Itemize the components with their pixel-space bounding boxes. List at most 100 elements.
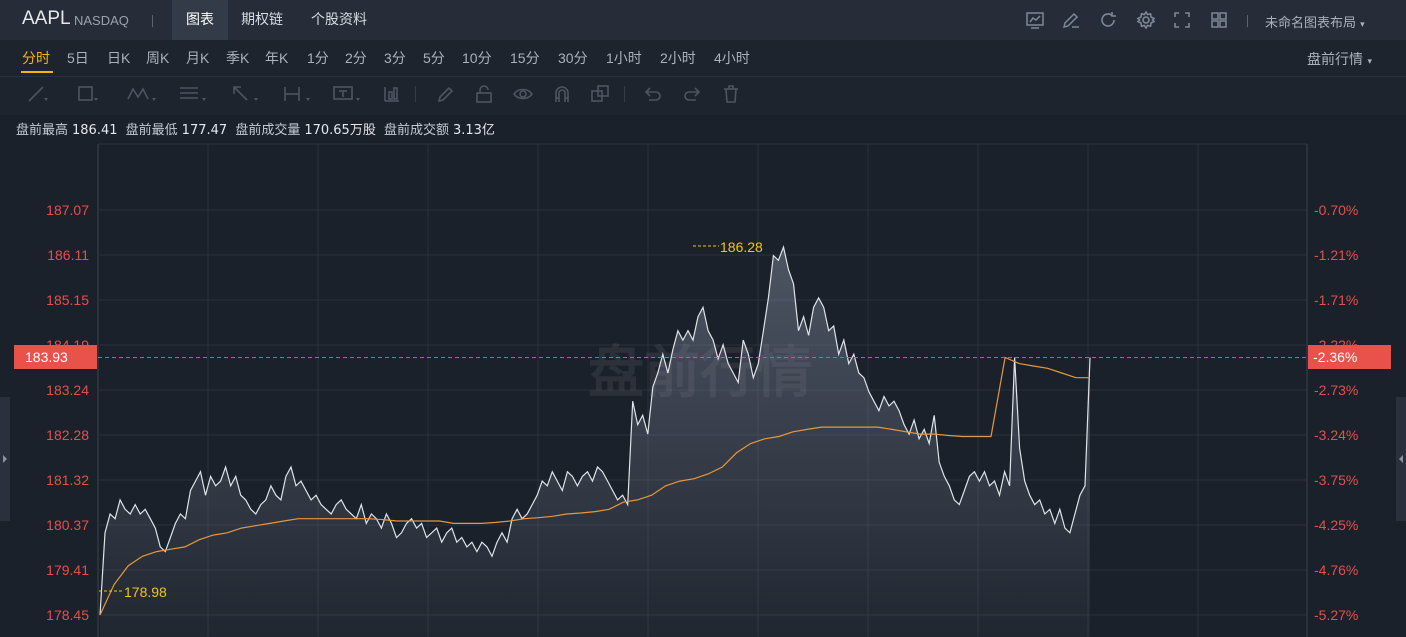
- tab-options-chain[interactable]: 期权链: [230, 0, 294, 40]
- drawing-toolbar: [0, 76, 1406, 115]
- text-tool-icon[interactable]: [332, 83, 364, 105]
- period-10min[interactable]: 10分: [462, 50, 492, 66]
- period-intraday[interactable]: 分时: [22, 50, 50, 66]
- arrow-tool-icon[interactable]: [230, 83, 262, 105]
- chevron-right-icon: [3, 455, 7, 463]
- period-bar: [0, 40, 1406, 76]
- period-1min[interactable]: 1分: [307, 50, 329, 66]
- period-daily[interactable]: 日K: [107, 50, 131, 66]
- price-tick-label: 180.37: [46, 517, 89, 533]
- period-15min[interactable]: 15分: [510, 50, 540, 66]
- fib-tool-icon[interactable]: [178, 83, 210, 105]
- price-tick-label: 185.15: [46, 292, 89, 308]
- rectangle-tool-icon[interactable]: [76, 83, 98, 105]
- high-label: 186.28: [720, 239, 763, 255]
- copy-icon[interactable]: [589, 83, 611, 105]
- symbol-label[interactable]: AAPL: [22, 8, 71, 29]
- period-3min[interactable]: 3分: [384, 50, 406, 66]
- magnet-icon[interactable]: [551, 83, 573, 105]
- current-price-label: 183.93: [25, 349, 68, 365]
- header-bar: AAPL NASDAQ 图表 期权链 个股资料 未命名图表布局 ▾: [0, 0, 1406, 40]
- price-tick-label: 183.24: [46, 382, 89, 398]
- pattern-tool-icon[interactable]: [126, 83, 158, 105]
- chevron-down-icon: ▾: [1367, 57, 1372, 67]
- period-2min[interactable]: 2分: [345, 50, 367, 66]
- tab-company-info[interactable]: 个股资料: [300, 0, 378, 40]
- chevron-down-icon: ▾: [1360, 20, 1365, 30]
- current-price-box: [14, 345, 97, 369]
- stat-volume-label: 盘前成交量: [235, 123, 301, 138]
- tab-company-info-label: 个股资料: [311, 12, 367, 28]
- percent-tick-label: -1.21%: [1314, 247, 1358, 263]
- period-quarterly[interactable]: 季K: [226, 50, 250, 66]
- low-marker: 178.98: [99, 584, 167, 600]
- price-tick-label: 181.32: [46, 472, 89, 488]
- stat-high-value: 186.41: [72, 123, 118, 138]
- delete-icon[interactable]: [720, 83, 742, 105]
- measure-tool-icon[interactable]: [282, 83, 314, 105]
- chart-window-icon[interactable]: [1025, 10, 1045, 30]
- left-panel-toggle[interactable]: [0, 397, 10, 521]
- premarket-stats: 盘前最高 186.41 盘前最低 177.47 盘前成交量 170.65万股 盘前成交…: [16, 119, 499, 138]
- period-30min[interactable]: 30分: [558, 50, 588, 66]
- stat-turnover-value: 3.13亿: [452, 123, 495, 138]
- average-line: [99, 356, 1090, 616]
- header-divider: [1247, 15, 1248, 27]
- period-4h[interactable]: 4小时: [714, 50, 750, 66]
- price-tick-label: 178.45: [46, 607, 89, 623]
- period-5d[interactable]: 5日: [67, 50, 89, 66]
- chevron-left-icon: [1399, 455, 1403, 463]
- pencil-icon[interactable]: [435, 83, 457, 105]
- percent-tick-label: -4.76%: [1314, 562, 1358, 578]
- session-select[interactable]: 盘前行情 ▾: [1307, 49, 1372, 69]
- percent-tick-label: -1.71%: [1314, 292, 1358, 308]
- price-tick-label: 186.11: [47, 247, 89, 263]
- period-weekly[interactable]: 周K: [146, 50, 170, 66]
- stat-volume-value: 170.65万股: [304, 123, 376, 138]
- stat-turnover-label: 盘前成交额: [383, 123, 449, 138]
- stat-low-value: 177.47: [181, 123, 228, 138]
- fullscreen-icon[interactable]: [1172, 10, 1192, 30]
- period-yearly[interactable]: 年K: [265, 50, 289, 66]
- current-percent-tag: -2.36%: [1308, 345, 1391, 369]
- layout-select[interactable]: 未命名图表布局 ▾: [1265, 12, 1365, 31]
- toolbar-divider: [415, 86, 416, 102]
- high-marker: 186.28: [693, 239, 763, 255]
- settings-icon[interactable]: [1136, 10, 1156, 30]
- period-5min[interactable]: 5分: [423, 50, 445, 66]
- right-panel-toggle[interactable]: [1396, 397, 1406, 521]
- indicator-icon[interactable]: [381, 83, 403, 105]
- header-divider: [152, 15, 153, 27]
- price-tick-label: 182.28: [46, 427, 89, 443]
- active-period-underline: [21, 71, 53, 73]
- price-axis: 187.07186.11185.15184.19183.24182.28181.…: [46, 202, 89, 623]
- current-percent-box: [1308, 345, 1391, 369]
- stat-low-label: 盘前最低: [125, 123, 178, 138]
- period-1h[interactable]: 1小时: [606, 50, 642, 66]
- stat-high-label: 盘前最高: [16, 123, 69, 138]
- edit-icon[interactable]: [1061, 10, 1081, 30]
- percent-tick-label: -2.73%: [1314, 382, 1358, 398]
- percent-axis: -0.70%-1.21%-1.71%-2.22%-2.73%-3.24%-3.7…: [1314, 202, 1358, 623]
- tab-chart[interactable]: 图表: [172, 0, 228, 40]
- percent-tick-label: -3.24%: [1314, 427, 1358, 443]
- current-price-tag: 183.93: [14, 345, 97, 369]
- tab-options-chain-label: 期权链: [241, 12, 283, 28]
- line-tool-icon[interactable]: [26, 83, 48, 105]
- period-monthly[interactable]: 月K: [186, 50, 210, 66]
- percent-tick-label: -0.70%: [1314, 202, 1358, 218]
- refresh-icon[interactable]: [1098, 10, 1118, 30]
- tab-chart-label: 图表: [186, 12, 214, 28]
- lock-icon[interactable]: [473, 83, 495, 105]
- eye-icon[interactable]: [512, 83, 534, 105]
- grid-layout-icon[interactable]: [1209, 10, 1229, 30]
- period-2h[interactable]: 2小时: [660, 50, 696, 66]
- session-select-label: 盘前行情: [1307, 52, 1363, 68]
- percent-tick-label: -4.25%: [1314, 517, 1358, 533]
- percent-tick-label: -3.75%: [1314, 472, 1358, 488]
- undo-icon[interactable]: [642, 83, 664, 105]
- percent-tick-label: -5.27%: [1314, 607, 1358, 623]
- redo-icon[interactable]: [681, 83, 703, 105]
- layout-select-label: 未命名图表布局: [1265, 16, 1357, 31]
